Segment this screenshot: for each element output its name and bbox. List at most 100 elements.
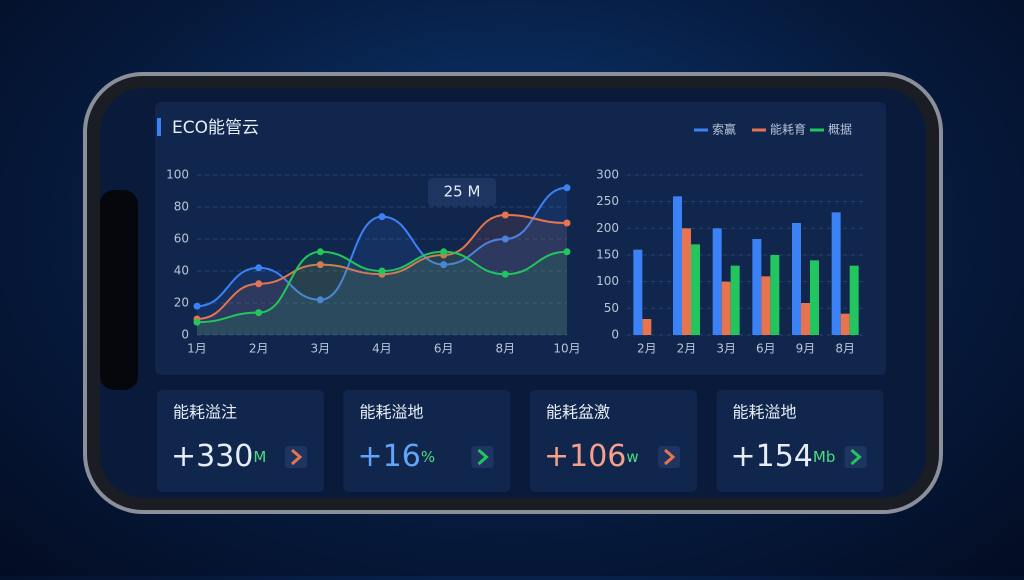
- stat-number: +16: [358, 439, 421, 474]
- y-tick-label: 100: [166, 168, 189, 182]
- y-tick-label: 250: [596, 194, 619, 208]
- bar: [730, 265, 740, 335]
- point: [193, 318, 201, 326]
- y-tick-label: 100: [596, 274, 619, 288]
- stat-arrow: [850, 448, 862, 466]
- stat-unit: %: [421, 448, 435, 466]
- bar: [752, 239, 762, 335]
- stat-unit: Mb: [813, 448, 835, 466]
- y-tick-label: 20: [174, 296, 189, 310]
- point: [378, 213, 386, 221]
- cards: 能耗溢注 +330M 能耗溢地 +16% 能耗盆激 +106w 能耗溢地 +154Mb: [157, 390, 884, 492]
- bar: [682, 228, 691, 335]
- bar: [801, 303, 810, 335]
- stat-number: +106: [544, 439, 626, 474]
- stat-arrow: [664, 448, 676, 466]
- point: [501, 211, 509, 219]
- point: [316, 248, 324, 256]
- stat-unit: M: [253, 448, 266, 466]
- point: [563, 219, 571, 227]
- point: [563, 248, 571, 256]
- stat-arrow-box[interactable]: [285, 446, 307, 468]
- stat-arrow-box[interactable]: [844, 446, 867, 468]
- bar: [810, 260, 819, 335]
- stat-unit: w: [626, 448, 638, 466]
- stat-arrow-box[interactable]: [658, 446, 680, 468]
- point: [378, 267, 386, 275]
- legend-label: 索赢: [712, 122, 736, 137]
- stat-value: +330M: [171, 439, 266, 474]
- x-tick-label: 2月: [677, 342, 697, 356]
- stat-card: [343, 390, 511, 492]
- stat-label: 能耗盆激: [546, 403, 610, 422]
- x-tick-label: 1月: [187, 342, 207, 356]
- stat-card: [716, 390, 884, 492]
- line-area: [197, 187, 567, 335]
- stat-label: 能耗溢地: [360, 403, 424, 422]
- x-tick-label: 3月: [716, 342, 736, 356]
- point: [316, 261, 324, 269]
- x-tick-label: 6月: [756, 342, 776, 356]
- stat-arrow: [291, 448, 303, 466]
- title-accent: [157, 118, 161, 136]
- y-tick-label: 150: [596, 248, 619, 262]
- point: [255, 280, 263, 288]
- x-tick-label: 8月: [835, 342, 855, 356]
- stat-value: +154Mb: [731, 439, 836, 474]
- bar: [849, 265, 859, 335]
- bar: [721, 281, 731, 335]
- point: [501, 235, 509, 243]
- bar: [840, 313, 850, 335]
- x-tick-label: 3月: [311, 342, 331, 356]
- bar: [792, 223, 801, 335]
- stat-arrow: [477, 448, 489, 466]
- stat-label: 能耗溢注: [173, 403, 237, 422]
- x-tick-label: 2月: [637, 342, 657, 356]
- y-tick-label: 60: [174, 232, 189, 246]
- x-tick-label: 4月: [372, 342, 392, 356]
- x-tick-label: 10月: [553, 342, 580, 356]
- stat-card: [530, 390, 697, 492]
- y-tick-label: 40: [174, 264, 189, 278]
- point: [255, 309, 263, 317]
- point: [316, 296, 324, 304]
- line-area: [197, 251, 567, 335]
- y-tick-label: 50: [604, 301, 619, 315]
- legend-label: 概据: [828, 123, 852, 137]
- bar: [642, 319, 652, 335]
- point: [440, 248, 448, 256]
- bar: [761, 276, 771, 335]
- bar: [770, 255, 780, 335]
- stat-arrow-box[interactable]: [471, 446, 494, 468]
- stat-value: +106w: [544, 439, 639, 474]
- bar: [712, 228, 722, 335]
- bar: [633, 249, 643, 335]
- x-tick-label: 8月: [496, 342, 516, 356]
- tooltip-text: 25 M: [444, 183, 481, 201]
- tooltip-box: [428, 178, 496, 206]
- stat-number: +330: [171, 439, 253, 474]
- point: [563, 184, 571, 192]
- point: [501, 270, 509, 278]
- stat-card: [157, 390, 324, 492]
- bar: [831, 212, 841, 335]
- notch: [100, 190, 138, 390]
- y-tick-label: 80: [174, 200, 189, 214]
- legend-label: 能耗育: [770, 122, 806, 137]
- point: [193, 302, 201, 310]
- bar: [691, 244, 700, 335]
- stat-value: +16%: [358, 439, 436, 474]
- y-tick-label: 0: [611, 328, 619, 342]
- point: [255, 264, 263, 272]
- stat-label: 能耗溢地: [733, 403, 797, 422]
- dashboard-title: ECO能管云: [172, 118, 259, 138]
- x-tick-label: 9月: [796, 342, 816, 356]
- x-tick-label: 2月: [249, 342, 269, 356]
- point: [440, 261, 448, 269]
- x-tick-label: 6月: [434, 342, 454, 356]
- stat-number: +154: [731, 439, 813, 474]
- bar: [673, 196, 682, 335]
- y-tick-label: 0: [181, 328, 189, 342]
